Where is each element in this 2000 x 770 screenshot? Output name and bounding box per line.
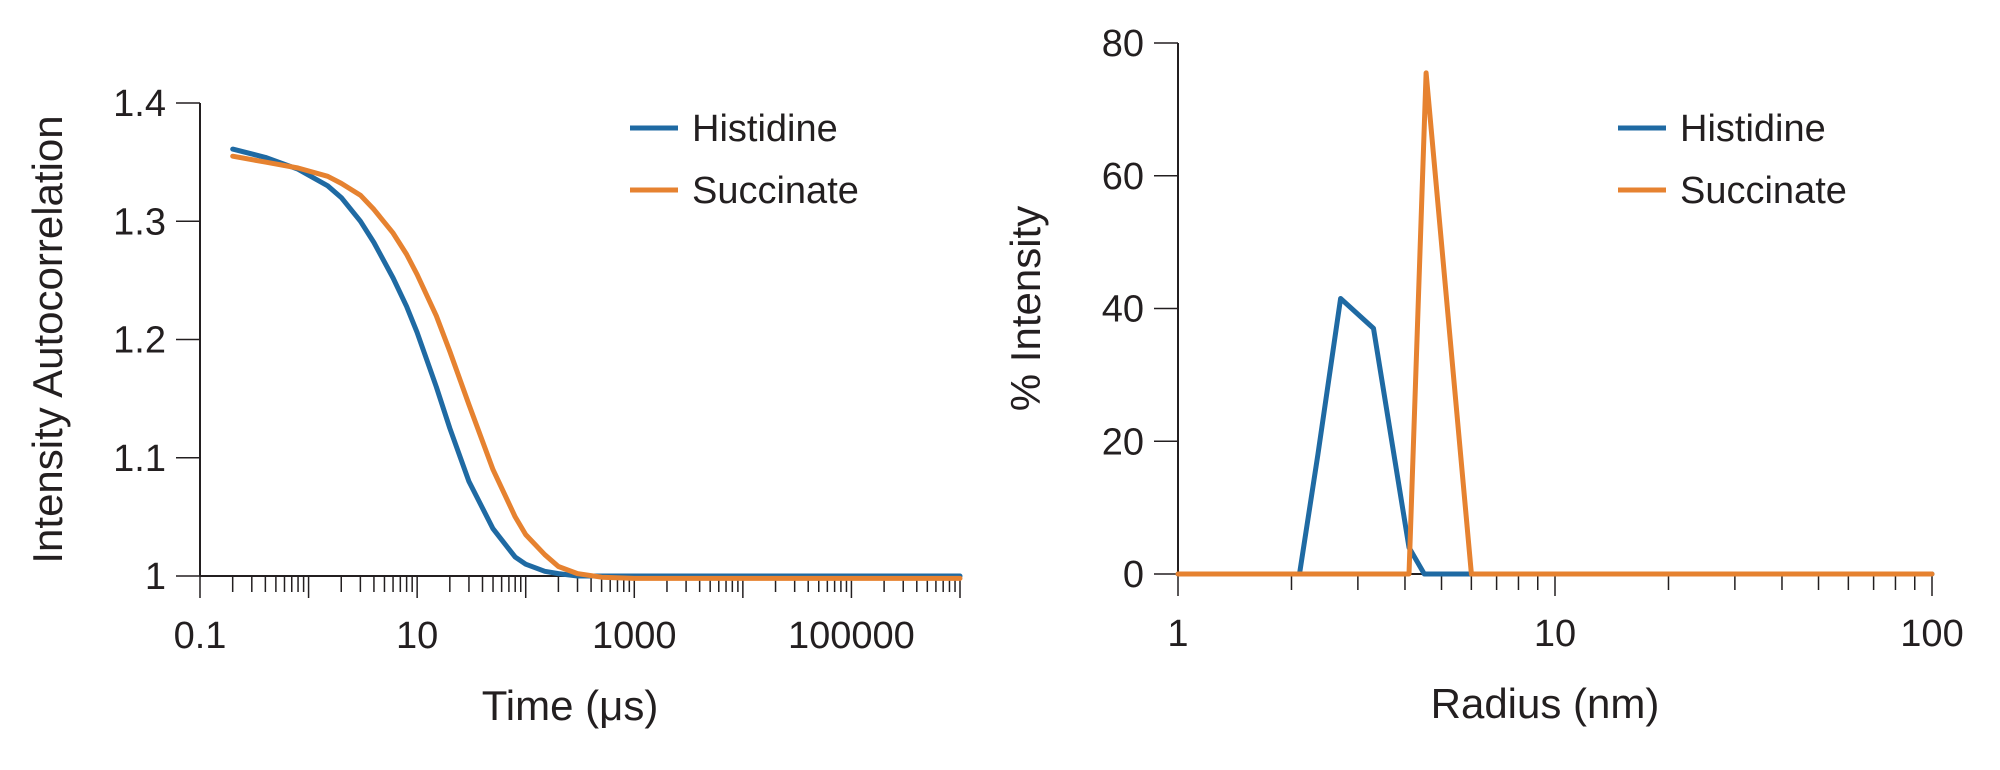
y-tick-label: 80 — [1102, 23, 1144, 65]
series-line-succinate — [230, 153, 963, 581]
y-tick-label: 60 — [1102, 156, 1144, 198]
size-distribution-chart: 1 10 100 0 20 40 60 80 Radius (nm) % Intensity His… — [1002, 23, 1964, 727]
legend-label-succinate: Succinate — [692, 170, 859, 212]
x-tick-label: 10 — [396, 615, 438, 657]
legend-label-histidine: Histidine — [1680, 108, 1826, 150]
x-tick-label: 1 — [1167, 613, 1188, 655]
series-line-histidine — [1175, 296, 1935, 577]
y-tick-label: 1.1 — [113, 438, 166, 480]
y-tick-label: 1 — [145, 556, 166, 598]
y-axis-title: % Intensity — [1002, 206, 1049, 411]
legend-label-succinate: Succinate — [1680, 170, 1847, 212]
x-tick-label: 10 — [1534, 613, 1576, 655]
series-line-succinate — [1175, 70, 1935, 577]
x-axis-title: Time (μs) — [482, 682, 659, 729]
x-axis-title: Radius (nm) — [1431, 680, 1660, 727]
x-tick-label: 100000 — [788, 615, 915, 657]
y-tick-label: 0 — [1123, 554, 1144, 596]
autocorrelation-chart: 0.1 10 1000 100000 1 1.1 1.2 1.3 1.4 Time (μs) Int… — [24, 83, 963, 729]
x-tick-label: 100 — [1900, 613, 1963, 655]
legend-label-histidine: Histidine — [692, 108, 838, 150]
y-tick-label: 40 — [1102, 289, 1144, 331]
series-line-histidine — [230, 146, 963, 579]
y-tick-label: 1.4 — [113, 83, 166, 125]
y-tick-label: 20 — [1102, 421, 1144, 463]
y-tick-label: 1.3 — [113, 201, 166, 243]
x-tick-label: 1000 — [592, 615, 677, 657]
y-tick-label: 1.2 — [113, 320, 166, 362]
x-tick-label: 0.1 — [174, 615, 227, 657]
y-axis-title: Intensity Autocorrelation — [24, 115, 71, 563]
